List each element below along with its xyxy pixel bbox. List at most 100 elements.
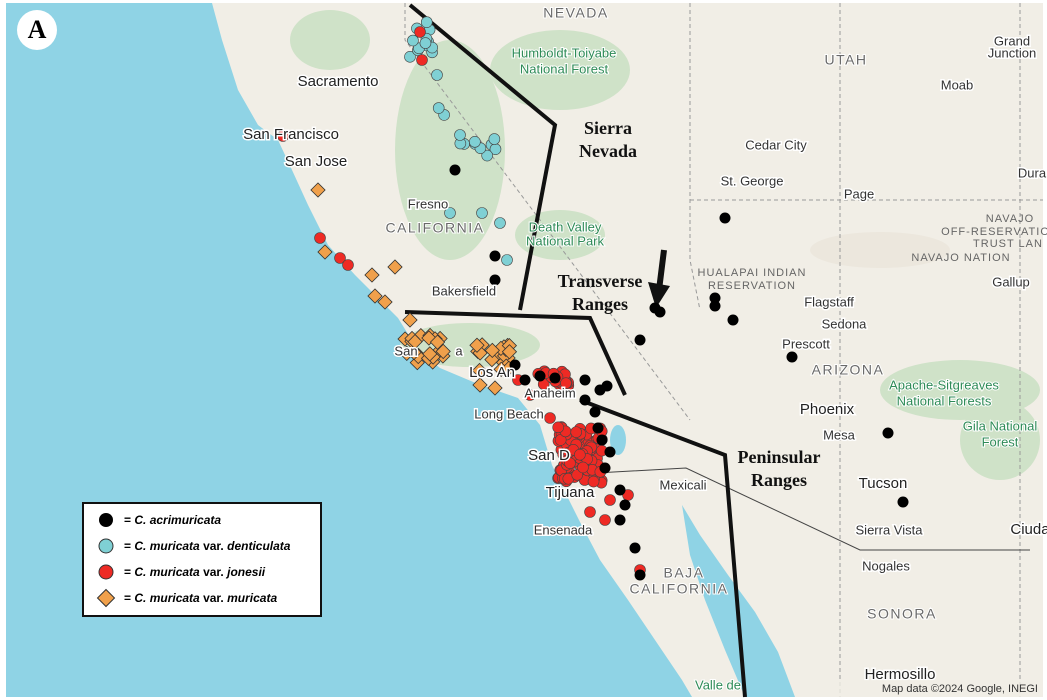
specimen-marker <box>719 212 731 224</box>
place-label: Flagstaff <box>804 294 854 309</box>
specimen-marker <box>897 496 909 508</box>
specimen-marker <box>579 394 591 406</box>
specimen-marker <box>501 254 513 266</box>
specimen-marker <box>489 274 501 286</box>
specimen-marker <box>634 334 646 346</box>
specimen-marker <box>534 370 546 382</box>
range-label: Peninsular <box>737 447 820 467</box>
legend-label: = C. muricata var. denticulata <box>124 539 291 553</box>
place-label: Mesa <box>823 427 856 442</box>
specimen-marker <box>429 334 446 350</box>
place-label: Forest <box>982 434 1019 449</box>
specimen-marker <box>334 252 346 264</box>
specimen-marker <box>407 34 419 47</box>
specimen-marker <box>367 288 383 304</box>
specimen-marker <box>310 182 326 198</box>
specimen-marker <box>604 446 616 458</box>
panel-badge: A <box>17 10 57 50</box>
place-label: San D <box>528 447 570 464</box>
specimen-marker <box>432 102 445 114</box>
legend-equals: = <box>124 539 131 553</box>
place-label: Page <box>844 186 874 201</box>
place-label: Humboldt-Toiyabe <box>512 45 617 60</box>
place-label: Ensenada <box>534 522 593 537</box>
state-borders <box>404 3 1043 697</box>
legend-equals: = <box>124 513 131 527</box>
place-label: NAVAJO <box>986 213 1034 225</box>
legend-items: = C. acrimuricata = C. muricata var. den… <box>96 513 291 608</box>
specimen-marker <box>484 342 500 358</box>
place-label: OFF-RESERVATION <box>941 226 1047 238</box>
specimen-marker <box>472 377 488 393</box>
legend-equals: = <box>124 565 131 579</box>
legend-epithet: muricata <box>227 591 277 605</box>
place-label: Ciuda <box>1010 521 1047 538</box>
attribution: Map data ©2024 Google, INEGI <box>882 683 1038 695</box>
specimen-marker <box>786 351 798 363</box>
national-border <box>559 467 1030 551</box>
place-label: Apache-Sitgreaves <box>889 377 999 392</box>
place-label: National Park <box>526 233 605 248</box>
specimen-marker <box>469 337 485 353</box>
place-label: NAVAJO NATION <box>911 252 1010 264</box>
place-label: Valle de <box>695 677 741 692</box>
place-label: Sacramento <box>298 73 379 90</box>
place-label: Bakersfield <box>432 283 496 298</box>
specimen-marker <box>431 69 443 81</box>
specimen-marker <box>589 406 601 418</box>
specimen-marker <box>487 380 503 396</box>
legend-box <box>82 502 322 617</box>
place-label: TRUST LAN <box>973 238 1043 250</box>
place-label: San <box>394 343 417 358</box>
place-label: Sedona <box>822 316 868 331</box>
place-label: San Jose <box>285 153 348 170</box>
specimen-marker <box>619 499 631 511</box>
place-label: Gila National <box>963 418 1038 433</box>
legend-rank: var. <box>203 565 224 579</box>
specimen-marker <box>402 312 418 328</box>
specimen-marker <box>614 514 626 526</box>
specimen-marker <box>574 448 586 461</box>
place-label: Phoenix <box>800 401 855 418</box>
legend-species: C. acrimuricata <box>134 513 221 527</box>
specimen-marker <box>414 26 426 38</box>
specimen-marker <box>364 267 380 283</box>
place-label: Anaheim <box>524 385 575 400</box>
place-label: Tijuana <box>546 484 595 501</box>
specimen-marker <box>524 389 536 401</box>
specimen-marker <box>599 462 611 474</box>
legend-species: C. muricata <box>134 565 200 579</box>
specimen-marker <box>314 232 326 244</box>
specimen-marker <box>601 380 613 392</box>
place-label: Los An <box>469 364 515 381</box>
place-label: Grand <box>994 33 1030 48</box>
specimen-points <box>277 16 909 581</box>
legend-equals: = <box>124 591 131 605</box>
place-label: UTAH <box>824 52 867 68</box>
legend-species: C. muricata <box>134 539 200 553</box>
specimen-marker <box>596 434 608 446</box>
place-label: Fresno <box>408 196 448 211</box>
place-label: RESERVATION <box>708 280 796 292</box>
range-label: Transverse <box>558 271 643 291</box>
place-label: a <box>455 343 463 358</box>
specimen-marker <box>488 133 501 145</box>
range-label: Nevada <box>579 141 637 161</box>
range-label: Sierra <box>584 118 632 138</box>
place-label: SONORA <box>867 606 937 622</box>
specimen-marker <box>614 484 626 496</box>
specimen-marker <box>599 514 611 526</box>
specimen-marker <box>552 421 564 434</box>
legend-epithet: jonesii <box>225 565 266 579</box>
specimen-marker <box>377 294 393 310</box>
specimen-marker <box>435 343 451 360</box>
specimen-marker <box>406 344 422 361</box>
place-label: Death Valley <box>529 219 602 234</box>
specimen-marker <box>560 377 572 389</box>
salton-sea <box>610 425 626 455</box>
specimen-marker <box>419 37 432 49</box>
legend-marker <box>99 513 113 527</box>
place-label: Sierra Vista <box>856 522 924 537</box>
legend: = C. acrimuricata = C. muricata var. den… <box>82 502 322 617</box>
